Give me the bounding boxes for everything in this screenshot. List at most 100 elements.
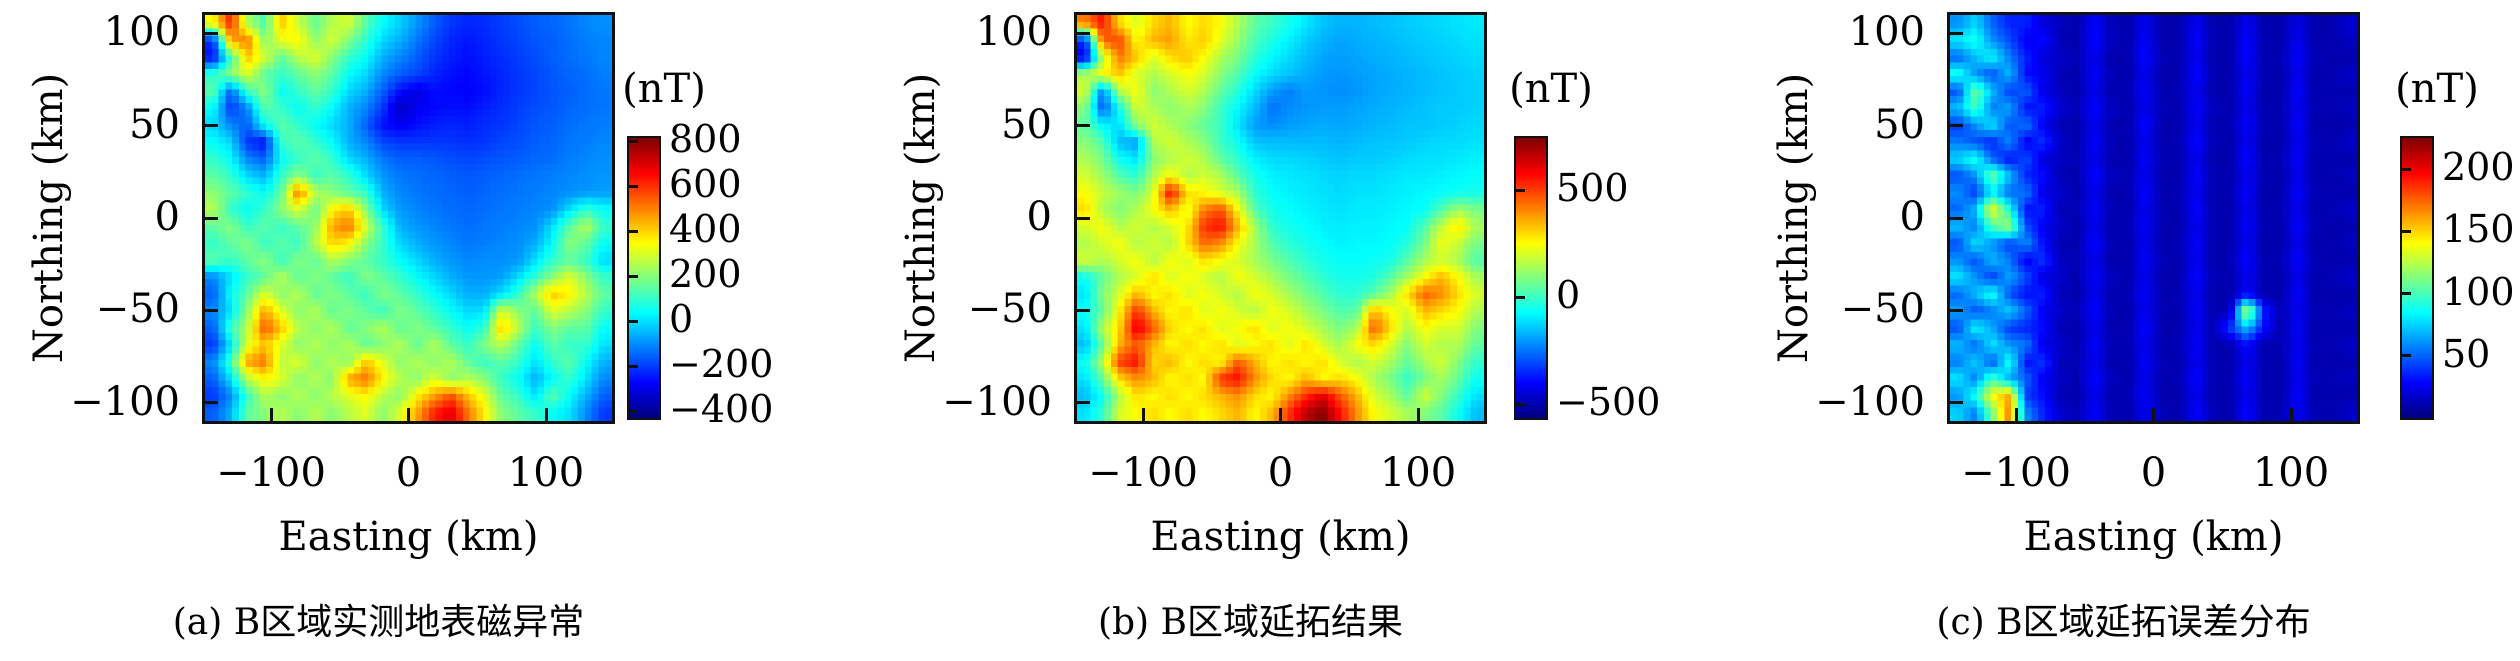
colorbar-tick-label: 50 (2442, 331, 2491, 376)
colorbar-tick-mark (2402, 292, 2411, 296)
colorbar-tick-mark (629, 184, 638, 188)
x-tick-mark (2289, 408, 2293, 421)
y-tick-label: 50 (129, 101, 180, 148)
colorbar-tick-mark (1516, 402, 1525, 406)
x-tick-label: 0 (395, 450, 422, 496)
colorbar-tick-mark (1516, 188, 1525, 192)
heatmap (1074, 12, 1487, 424)
x-tick-mark (269, 408, 273, 421)
colorbar-tick-label: 0 (669, 297, 694, 342)
colorbar-tick-label: 400 (669, 207, 742, 252)
panel-caption: (a) B区域实测地表磁异常 (172, 602, 585, 643)
colorbar (2400, 136, 2434, 420)
colorbar-tick-label: 200 (2442, 145, 2515, 190)
y-tick-label: 50 (1001, 101, 1052, 148)
y-tick-label: 50 (1874, 101, 1925, 148)
y-tick-label: −50 (967, 286, 1052, 333)
x-axis-title: Easting (km) (2023, 514, 2284, 560)
colorbar (1514, 136, 1548, 420)
y-tick-mark (1077, 401, 1090, 405)
x-tick-mark (1141, 408, 1145, 421)
x-tick-mark (1279, 408, 1282, 421)
colorbar-tick-mark (1516, 295, 1525, 299)
y-tick-mark (205, 216, 218, 220)
colorbar-tick-mark (629, 139, 638, 143)
x-tick-label: −100 (1088, 450, 1198, 496)
y-tick-mark (1950, 124, 1963, 128)
colorbar-canvas (1516, 138, 1546, 418)
x-tick-label: 0 (2140, 450, 2167, 496)
y-tick-label: 0 (154, 194, 180, 240)
colorbar-tick-label: 500 (1556, 166, 1629, 211)
x-tick-mark (544, 408, 548, 421)
x-tick-label: 100 (2252, 450, 2330, 496)
x-tick-label: 0 (1267, 450, 1294, 496)
y-tick-label: 100 (103, 9, 180, 56)
colorbar-tick-label: 200 (669, 252, 742, 297)
colorbar-tick-label: −500 (1556, 380, 1661, 425)
y-tick-label: 0 (1899, 194, 1925, 240)
x-axis-title: Easting (km) (278, 514, 539, 560)
y-tick-label: −100 (942, 378, 1052, 425)
x-tick-mark (1416, 408, 1420, 421)
panel-caption: (b) B区域延拓结果 (1097, 602, 1404, 643)
y-tick-label: 100 (1848, 9, 1925, 56)
colorbar-tick-mark (629, 364, 638, 368)
y-tick-label: −100 (1815, 378, 1925, 425)
heatmap-canvas (205, 15, 612, 421)
x-tick-label: 100 (1379, 450, 1457, 496)
colorbar-canvas (629, 138, 659, 418)
colorbar-title: (nT) (622, 66, 706, 112)
y-tick-label: 100 (975, 9, 1052, 56)
colorbar-title: (nT) (1509, 66, 1593, 112)
heatmap-canvas (1077, 15, 1484, 421)
colorbar-tick-label: −200 (669, 342, 774, 387)
x-tick-mark (2014, 408, 2018, 421)
x-tick-label: −100 (216, 450, 326, 496)
x-tick-mark (2152, 408, 2155, 421)
y-tick-mark (1077, 216, 1090, 220)
colorbar-title: (nT) (2395, 66, 2479, 112)
colorbar-tick-label: 800 (669, 117, 742, 162)
y-tick-mark (1077, 308, 1090, 312)
y-tick-mark (205, 124, 218, 128)
colorbar-tick-label: 0 (1556, 273, 1581, 318)
x-tick-label: −100 (1961, 450, 2071, 496)
y-tick-mark (1950, 308, 1963, 312)
panel-caption: (c) B区域延拓误差分布 (1936, 602, 2311, 643)
colorbar (627, 136, 661, 420)
y-tick-mark (205, 308, 218, 312)
y-tick-mark (1950, 31, 1963, 35)
x-tick-label: 100 (507, 450, 585, 496)
y-tick-label: −50 (1840, 286, 1925, 333)
x-axis-title: Easting (km) (1150, 514, 1411, 560)
y-tick-mark (1077, 124, 1090, 128)
y-tick-label: 0 (1026, 194, 1052, 240)
y-tick-label: −50 (95, 286, 180, 333)
y-tick-mark (1077, 31, 1090, 35)
heatmap-canvas (1950, 15, 2357, 421)
heatmap (202, 12, 615, 424)
colorbar-tick-label: 600 (669, 162, 742, 207)
y-tick-mark (205, 401, 218, 405)
colorbar-tick-label: 150 (2442, 207, 2515, 252)
colorbar-canvas (2402, 138, 2432, 418)
y-tick-mark (1950, 216, 1963, 220)
heatmap (1947, 12, 2360, 424)
colorbar-tick-mark (629, 274, 638, 278)
x-tick-mark (407, 408, 410, 421)
y-tick-mark (1950, 401, 1963, 405)
colorbar-tick-mark (629, 409, 638, 413)
colorbar-tick-mark (2402, 229, 2411, 233)
colorbar-tick-mark (629, 319, 638, 323)
y-tick-label: −100 (70, 378, 180, 425)
y-tick-mark (205, 31, 218, 35)
colorbar-tick-label: 100 (2442, 269, 2515, 314)
colorbar-tick-mark (2402, 354, 2411, 358)
colorbar-tick-mark (2402, 167, 2411, 171)
colorbar-tick-label: −400 (669, 387, 774, 432)
